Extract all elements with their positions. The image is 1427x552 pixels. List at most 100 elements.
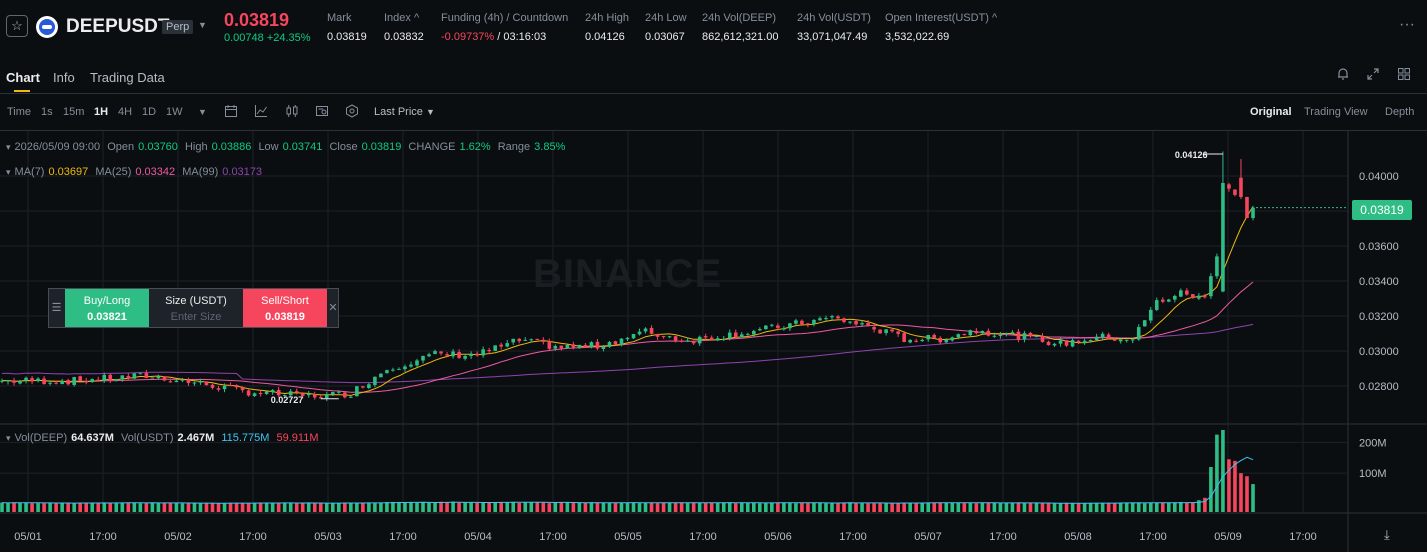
ma-collapse-icon[interactable]: ▾ — [6, 167, 11, 177]
volume-bar — [559, 502, 564, 512]
ma25-label: MA(25) — [95, 166, 132, 178]
volume-bar — [487, 502, 491, 512]
tab-chart[interactable]: Chart — [6, 70, 40, 92]
interval-dropdown-icon[interactable]: ▼ — [198, 107, 207, 117]
candle-body — [427, 354, 431, 357]
close-panel-icon[interactable]: ✕ — [328, 302, 338, 314]
volume-bar — [1148, 502, 1153, 512]
candle-body — [30, 378, 34, 382]
price-chart[interactable]: 0.040000.038000.036000.034000.032000.030… — [0, 131, 1427, 552]
drawing-tools-icon[interactable] — [345, 104, 359, 121]
candle-body — [330, 392, 335, 395]
volume-bar — [240, 502, 245, 512]
more-options-icon[interactable]: ··· — [1399, 16, 1415, 33]
candle-body — [493, 345, 497, 351]
scroll-to-latest-icon[interactable]: ⤓ — [1384, 527, 1390, 542]
candle-body — [174, 380, 179, 383]
candle-body — [294, 391, 299, 393]
stat-value: 0.04126 — [585, 31, 625, 43]
volume-bar — [90, 502, 95, 512]
bell-icon[interactable] — [1336, 67, 1350, 84]
candle-body — [1040, 335, 1045, 342]
symbol-dropdown-icon[interactable]: ▼ — [198, 20, 207, 30]
candle-body — [860, 323, 864, 325]
chart-settings-icon[interactable] — [315, 104, 329, 121]
stat-index[interactable]: Index ^ 0.03832 — [384, 12, 424, 43]
volume-bar — [938, 502, 943, 512]
volume-bar — [421, 502, 425, 512]
candle-body — [962, 334, 967, 336]
candle-body — [589, 342, 594, 348]
tab-trading-data[interactable]: Trading Data — [90, 70, 165, 85]
interval-1s[interactable]: 1s — [41, 106, 53, 118]
volume-bar — [703, 502, 708, 512]
candle-body — [739, 334, 744, 338]
volume-bar — [950, 502, 955, 512]
volume-bar — [445, 502, 449, 512]
volume-bar — [108, 503, 113, 512]
volume-bar — [294, 503, 299, 512]
expand-icon[interactable] — [1366, 67, 1380, 84]
volume-bar — [96, 503, 101, 512]
candle-body — [1251, 207, 1255, 218]
tab-info[interactable]: Info — [53, 70, 75, 85]
candle-body — [776, 325, 780, 328]
volume-bar — [884, 502, 888, 512]
sell-short-button[interactable]: Sell/Short 0.03819 — [243, 289, 327, 327]
candle-body — [637, 331, 642, 335]
candle-body — [276, 389, 281, 396]
favorite-star-icon[interactable]: ☆ — [6, 15, 28, 37]
volume-bar — [764, 503, 768, 512]
volume-bar — [721, 502, 726, 512]
drag-handle-icon[interactable]: ☰ — [51, 302, 62, 314]
interval-1d[interactable]: 1D — [142, 106, 157, 118]
candle-body — [475, 353, 479, 356]
candle-body — [114, 379, 119, 382]
candle-body — [1088, 340, 1093, 342]
indicator-icon[interactable] — [254, 104, 268, 121]
interval-1h[interactable]: 1H — [94, 106, 109, 118]
view-depth[interactable]: Depth — [1385, 106, 1415, 118]
volume-bar — [361, 503, 365, 512]
interval-4h[interactable]: 4H — [118, 106, 133, 118]
layout-grid-icon[interactable] — [1397, 67, 1411, 84]
candle-body — [162, 376, 167, 381]
candle-body — [709, 337, 714, 341]
candle-body — [631, 334, 636, 339]
calendar-icon[interactable] — [224, 104, 238, 121]
view-trading-view[interactable]: Trading View — [1304, 106, 1368, 118]
volume-bar — [1070, 503, 1075, 512]
symbol-name[interactable]: DEEPUSDT — [66, 16, 170, 37]
volume-bar — [806, 503, 810, 512]
price-type-select[interactable]: Last Price ▼ — [374, 106, 435, 118]
volume-bar — [246, 503, 251, 512]
candle-body — [601, 346, 606, 349]
interval-15m[interactable]: 15m — [63, 106, 85, 118]
volume-bar — [355, 502, 359, 512]
candle-type-icon[interactable] — [285, 104, 299, 121]
view-original[interactable]: Original — [1250, 106, 1292, 118]
volume-bar — [1227, 459, 1231, 512]
stat-24h-low: 24h Low 0.03067 — [645, 12, 687, 43]
candle-body — [409, 364, 413, 367]
size-input[interactable]: Size (USDT) Enter Size — [149, 289, 243, 327]
sell-price: 0.03819 — [265, 311, 305, 323]
buy-long-button[interactable]: Buy/Long 0.03821 — [65, 289, 149, 327]
candle-body — [451, 351, 455, 357]
candle-body — [830, 316, 834, 318]
interval-1w[interactable]: 1W — [166, 106, 183, 118]
candle-body — [1227, 184, 1231, 189]
volume-bar — [150, 502, 155, 512]
time-axis-label: 17:00 — [1139, 531, 1167, 543]
candle-body — [306, 393, 311, 396]
volume-bar — [1088, 502, 1093, 512]
candle-body — [1070, 340, 1075, 347]
vol-ma1-value: 115.775M — [221, 432, 270, 444]
volume-bar — [1142, 503, 1147, 512]
candle-body — [565, 344, 570, 349]
stat-open-interest[interactable]: Open Interest(USDT) ^ 3,532,022.69 — [885, 12, 997, 43]
high-value: 0.03886 — [211, 141, 252, 153]
legend-collapse-icon[interactable]: ▾ — [6, 142, 11, 152]
volume-bar — [12, 502, 16, 512]
vol-collapse-icon[interactable]: ▾ — [6, 433, 11, 443]
